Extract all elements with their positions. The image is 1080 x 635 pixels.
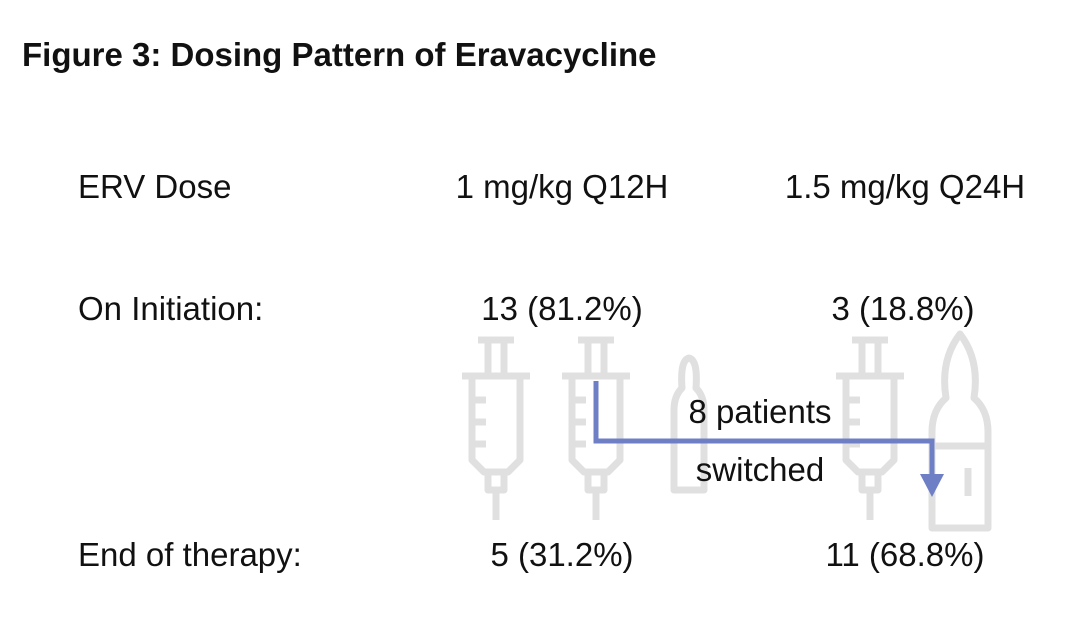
- row-label: End of therapy:: [78, 536, 302, 573]
- row-value: 5 (31.2%): [490, 536, 634, 573]
- arrow-head-icon: [920, 474, 944, 497]
- row-label: On Initiation:: [78, 290, 264, 327]
- switch-arrow: [593, 381, 935, 478]
- ampoule-icon: [670, 354, 708, 494]
- header-label: ERV Dose: [78, 168, 232, 205]
- row-value: 3 (18.8%): [831, 290, 975, 327]
- ampoule-icon: [928, 330, 992, 532]
- switch-label-line2: switched: [695, 451, 825, 488]
- header-col2: 1.5 mg/kg Q24H: [784, 168, 1026, 205]
- syringe-icon: [462, 340, 530, 520]
- header-col1: 1 mg/kg Q12H: [455, 168, 669, 205]
- switch-label-line1: 8 patients: [688, 393, 832, 430]
- figure-title: Figure 3: Dosing Pattern of Eravacycline: [22, 36, 657, 73]
- row-value: 11 (68.8%): [825, 536, 985, 573]
- syringe-icon: [836, 340, 904, 520]
- row-value: 13 (81.2%): [481, 290, 643, 327]
